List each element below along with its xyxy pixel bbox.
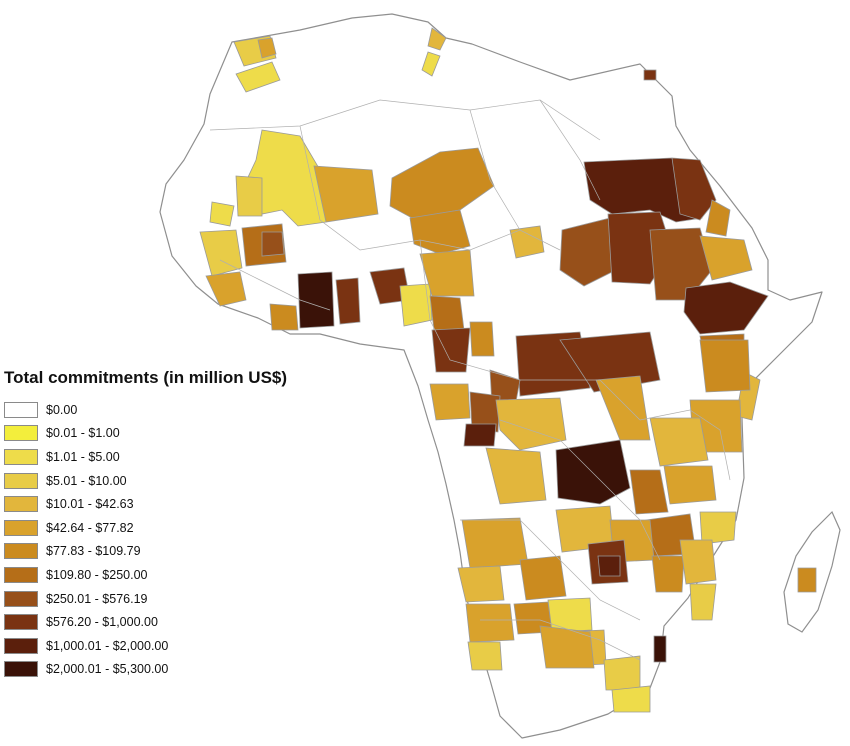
legend-label: $2,000.01 - $5,300.00 xyxy=(46,662,169,677)
region-ghana-1 xyxy=(335,277,361,325)
region-cameroon-1 xyxy=(431,327,471,373)
region-eritrea xyxy=(705,199,731,237)
legend-entry: $77.83 - $109.79 xyxy=(4,540,334,564)
legend-swatch xyxy=(4,448,38,465)
region-drc-core xyxy=(555,439,631,505)
region-namibia-2 xyxy=(467,641,503,671)
legend-entry: $0.00 xyxy=(4,398,334,422)
legend-swatch xyxy=(4,590,38,607)
legend-entry: $5.01 - $10.00 xyxy=(4,469,334,493)
region-congo-2 xyxy=(463,423,497,447)
region-west-4 xyxy=(209,201,235,227)
legend-swatch xyxy=(4,496,38,513)
region-botswana-1 xyxy=(547,597,593,633)
legend-entry: $0.01 - $1.00 xyxy=(4,422,334,446)
region-ethiopia-north xyxy=(699,235,753,281)
legend-label: $1,000.01 - $2,000.00 xyxy=(46,638,169,653)
legend-swatch xyxy=(4,472,38,489)
region-mozambique-1 xyxy=(679,539,717,585)
legend-entry: $42.64 - $77.82 xyxy=(4,516,334,540)
legend-label: $250.01 - $576.19 xyxy=(46,591,148,606)
region-tanzania-2 xyxy=(663,465,717,505)
region-south-africa-3 xyxy=(611,685,651,713)
legend-swatch xyxy=(4,519,38,536)
region-gabon-1 xyxy=(429,383,471,421)
region-west-3 xyxy=(205,271,247,307)
legend-rows: $0.00 $0.01 - $1.00 $1.01 - $5.00 $5.01 - $… xyxy=(4,398,334,681)
region-sudan-east xyxy=(671,157,717,221)
legend-swatch xyxy=(4,566,38,583)
legend-label: $5.01 - $10.00 xyxy=(46,473,127,488)
region-nigeria-2 xyxy=(399,283,433,327)
region-sahel-west-2 xyxy=(235,175,263,217)
region-west-5 xyxy=(261,231,285,257)
region-drc-north xyxy=(495,397,567,451)
region-sahel-mali-east xyxy=(313,165,379,223)
region-sahel-niger xyxy=(389,147,495,219)
legend: Total commitments (in million US$) $0.00… xyxy=(4,368,334,681)
legend-label: $10.01 - $42.63 xyxy=(46,497,134,512)
legend-swatch xyxy=(4,614,38,631)
region-tanzania-4 xyxy=(699,511,737,545)
legend-entry: $2,000.01 - $5,300.00 xyxy=(4,658,334,682)
legend-label: $42.64 - $77.82 xyxy=(46,520,134,535)
region-south-africa-1 xyxy=(539,625,595,669)
legend-label: $0.01 - $1.00 xyxy=(46,426,120,441)
legend-swatch xyxy=(4,543,38,560)
region-south-africa-2 xyxy=(603,655,641,691)
region-mozambique-2 xyxy=(689,583,717,621)
region-coast-1 xyxy=(269,303,299,331)
region-north-small-2 xyxy=(421,51,441,77)
legend-entry: $1,000.01 - $2,000.00 xyxy=(4,634,334,658)
legend-swatch xyxy=(4,661,38,678)
legend-label: $77.83 - $109.79 xyxy=(46,544,141,559)
region-sinai-1 xyxy=(643,69,657,81)
legend-entry: $250.01 - $576.19 xyxy=(4,587,334,611)
region-sudan-south xyxy=(649,227,713,301)
region-nigeria-4 xyxy=(429,295,465,331)
legend-label: $1.01 - $5.00 xyxy=(46,449,120,464)
region-sudan-west xyxy=(559,217,617,287)
region-drc-west xyxy=(485,447,547,505)
region-malawi xyxy=(651,555,685,593)
legend-swatch xyxy=(4,637,38,654)
region-congo-1 xyxy=(469,391,501,433)
region-angola-2 xyxy=(457,565,505,603)
region-nw-coast-3 xyxy=(235,61,281,93)
region-ivory-core xyxy=(297,271,335,329)
region-nigeria-3 xyxy=(419,249,475,297)
region-nw-coast-2 xyxy=(257,37,277,59)
region-zambia-core-2 xyxy=(597,555,621,577)
region-north-small-1 xyxy=(427,27,447,51)
region-swaziland xyxy=(653,635,667,663)
region-cameroon-2 xyxy=(469,321,495,357)
legend-label: $109.80 - $250.00 xyxy=(46,567,148,582)
legend-swatch xyxy=(4,401,38,418)
region-sahel-niger-2 xyxy=(409,209,471,255)
legend-swatch xyxy=(4,425,38,442)
legend-label: $576.20 - $1,000.00 xyxy=(46,615,158,630)
legend-entry: $109.80 - $250.00 xyxy=(4,563,334,587)
region-ethiopia-central xyxy=(683,281,769,335)
map-borders xyxy=(209,99,731,661)
region-sahel-chad xyxy=(509,225,545,259)
map-regions xyxy=(199,27,817,713)
region-namibia-1 xyxy=(465,603,515,643)
region-angola-1 xyxy=(461,517,529,569)
legend-title: Total commitments (in million US$) xyxy=(4,368,288,387)
legend-entry: $10.01 - $42.63 xyxy=(4,492,334,516)
region-sahel-west xyxy=(241,129,327,227)
legend-label: $0.00 xyxy=(46,402,78,417)
region-madagascar-1 xyxy=(797,567,817,593)
legend-entry: $1.01 - $5.00 xyxy=(4,445,334,469)
region-drc-east xyxy=(595,375,651,441)
region-angola-3 xyxy=(519,555,567,601)
region-kenya-1 xyxy=(699,339,751,393)
legend-entry: $576.20 - $1,000.00 xyxy=(4,610,334,634)
region-tanzania-1 xyxy=(649,417,709,467)
region-west-1 xyxy=(199,229,243,277)
region-drc-east-2 xyxy=(629,469,669,515)
